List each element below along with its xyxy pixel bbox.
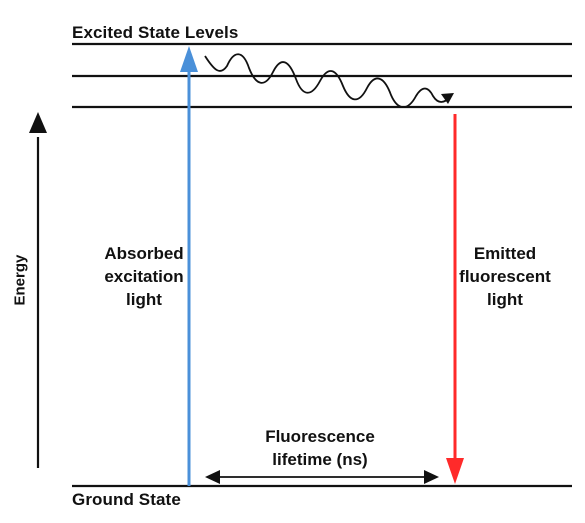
ground-state-title: Ground State xyxy=(72,490,181,509)
lifetime-line-1: Fluorescence xyxy=(265,427,375,446)
vibrational-relaxation-wave xyxy=(204,53,452,109)
emitted-line-3: light xyxy=(487,290,523,309)
absorbed-line-2: excitation xyxy=(104,267,184,286)
emitted-light-label: Emitted fluorescent light xyxy=(446,242,564,311)
fluorescence-lifetime-label: Fluorescence lifetime (ns) xyxy=(245,425,395,471)
emitted-line-2: fluorescent xyxy=(459,267,551,286)
energy-arrow-head xyxy=(29,112,47,133)
lifetime-right-arrow-head xyxy=(424,470,439,484)
lifetime-line-2: lifetime (ns) xyxy=(272,450,368,469)
excited-state-title: Excited State Levels xyxy=(72,23,239,42)
absorbed-light-label: Absorbed excitation light xyxy=(89,242,199,311)
emitted-line-1: Emitted xyxy=(473,244,537,263)
emitted-arrow-head xyxy=(446,458,464,484)
absorbed-line-1: Absorbed xyxy=(104,244,184,263)
absorbed-line-3: light xyxy=(126,290,162,309)
absorbed-arrow-head xyxy=(180,46,198,72)
energy-axis-label: Energy xyxy=(11,254,29,306)
lifetime-left-arrow-head xyxy=(205,470,220,484)
relaxation-arrow-head xyxy=(441,93,454,104)
